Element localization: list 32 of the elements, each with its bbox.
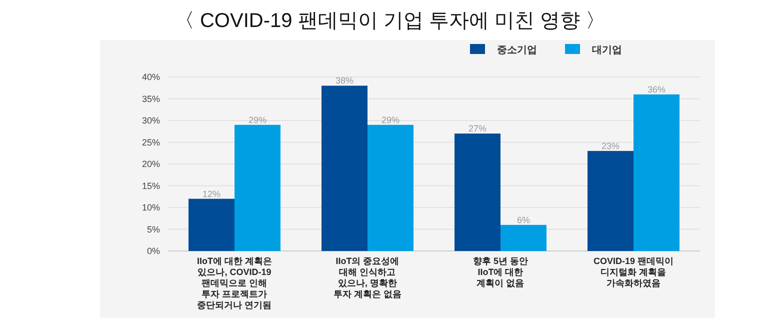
x-tick-label: IIoT에 대한 계획은 있으나, COVID-19 팬데믹으로 인해 투자 프로젝트가 중단되거나 연기됨: [197, 256, 272, 310]
y-tick-label: 30%: [142, 116, 160, 126]
y-tick-label: 15%: [142, 180, 160, 191]
legend-label: 중소기업: [497, 45, 537, 56]
y-tick-label: 40%: [142, 72, 160, 82]
bar: [368, 124, 414, 251]
x-tick-label: COVID-19 팬데믹이 디지털화 계획을 가속화하였음: [593, 256, 674, 288]
chart-title: 〈 COVID-19 팬데믹이 기업 투자에 미친 영향 〉: [174, 10, 606, 32]
data-label: 12%: [202, 188, 221, 199]
x-tick-label: 향후 5년 동안 IIoT에 대한 계획이 없음: [472, 256, 528, 288]
y-tick-label: 35%: [142, 94, 160, 104]
bar: [322, 86, 368, 251]
x-tick-label: IIoT의 중요성에 대해 인식하고 있으나, 명확한 투자 계획은 없음: [333, 256, 402, 299]
bar: [634, 94, 680, 251]
bar: [234, 124, 280, 251]
data-label: 36%: [647, 84, 666, 94]
y-tick-label: 5%: [146, 224, 160, 234]
data-label: 6%: [516, 214, 530, 225]
legend-label: 대기업: [592, 45, 622, 56]
bar: [500, 224, 546, 251]
data-label: 38%: [335, 76, 354, 86]
bar: [588, 150, 634, 251]
y-tick-label: 25%: [142, 137, 160, 148]
data-label: 29%: [381, 114, 400, 125]
y-tick-label: 0%: [146, 246, 160, 256]
data-label: 29%: [248, 114, 267, 125]
bar: [188, 198, 234, 251]
bar: [454, 134, 500, 251]
y-tick-label: 10%: [142, 202, 160, 212]
y-tick-label: 20%: [142, 159, 160, 169]
data-label: 27%: [468, 124, 487, 134]
data-label: 23%: [601, 140, 620, 151]
